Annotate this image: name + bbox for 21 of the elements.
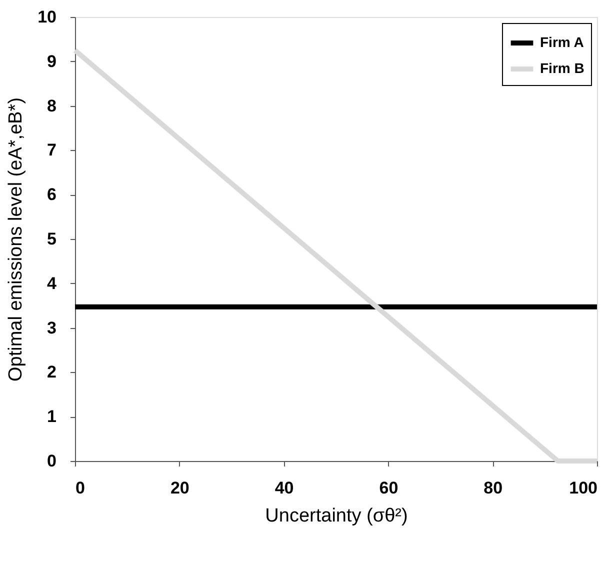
x-tick-label: 0 [76,478,85,498]
y-tick-label: 5 [47,230,56,248]
y-tick-label: 2 [47,362,56,382]
y-tick-label: 7 [47,140,56,160]
x-tick-label: 80 [484,478,503,498]
y-tick-label: 1 [47,407,56,426]
x-tick-label: 20 [170,478,190,498]
x-tick-label: 100 [569,478,598,498]
y-tick-label: 8 [47,96,56,116]
y-tick-label: 0 [47,452,56,470]
y-tick-label: 10 [38,8,56,26]
legend-label: Firm A [540,34,584,50]
y-tick-label: 3 [47,318,56,338]
x-tick-label: 40 [274,478,294,498]
x-tick-label: 60 [379,478,398,498]
y-tick-label: 6 [47,185,56,204]
legend-label: Firm B [540,60,584,76]
y-tick-label: 4 [47,274,58,293]
y-tick-label: 9 [47,52,56,71]
x-axis-title: Uncertainty (σθ²) [265,506,408,526]
y-axis-title: Optimal emissions level (eA*,eB*) [6,97,27,382]
